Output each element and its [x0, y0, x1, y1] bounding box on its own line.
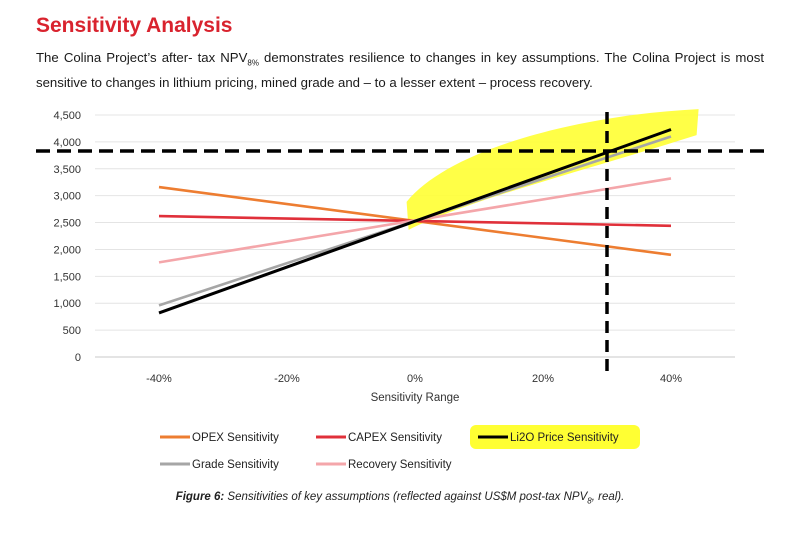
- y-tick-label: 3,000: [53, 191, 81, 203]
- x-tick-label: -20%: [274, 373, 300, 385]
- legend-label: CAPEX Sensitivity: [348, 432, 442, 444]
- y-tick-label: 4,000: [53, 137, 81, 149]
- legend-label: Li2O Price Sensitivity: [510, 432, 619, 444]
- paragraph-subscript: 8%: [247, 58, 259, 68]
- y-tick-label: 500: [63, 325, 81, 337]
- legend-label: OPEX Sensitivity: [192, 432, 279, 444]
- x-axis-label: Sensitivity Range: [371, 392, 460, 404]
- caption-part-b: , real).: [591, 491, 625, 503]
- legend-label: Recovery Sensitivity: [348, 459, 452, 471]
- caption-part-a: Sensitivities of key assumptions (reflec…: [224, 491, 588, 503]
- y-tick-label: 1,500: [53, 271, 81, 283]
- y-tick-label: 4,500: [53, 110, 81, 122]
- caption-subscript: 8: [587, 496, 592, 506]
- x-tick-label: 40%: [660, 373, 682, 385]
- x-tick-label: -40%: [146, 373, 172, 385]
- y-tick-label: 2,500: [53, 218, 81, 230]
- legend-label: Grade Sensitivity: [192, 459, 279, 471]
- price-highlight: [406, 109, 699, 230]
- paragraph-part-a: The Colina Project’s after- tax NPV: [36, 50, 248, 65]
- y-tick-label: 1,000: [53, 298, 81, 310]
- page-title: Sensitivity Analysis: [36, 14, 233, 37]
- figure-caption: Figure 6: Sensitivities of key assumptio…: [0, 491, 800, 505]
- series-line-li2o-price-sensitivity: [158, 128, 672, 315]
- x-tick-label: 0%: [407, 373, 423, 385]
- intro-paragraph: The Colina Project’s after- tax NPV8% de…: [36, 48, 764, 92]
- caption-label: Figure 6:: [175, 491, 225, 503]
- y-tick-label: 3,500: [53, 164, 81, 176]
- paragraph-part-b: demonstrates resilience to changes in ke…: [36, 50, 764, 90]
- y-tick-label: 0: [75, 352, 81, 364]
- legend-highlight: [470, 425, 640, 449]
- y-tick-label: 2,000: [53, 244, 81, 256]
- x-tick-label: 20%: [532, 373, 554, 385]
